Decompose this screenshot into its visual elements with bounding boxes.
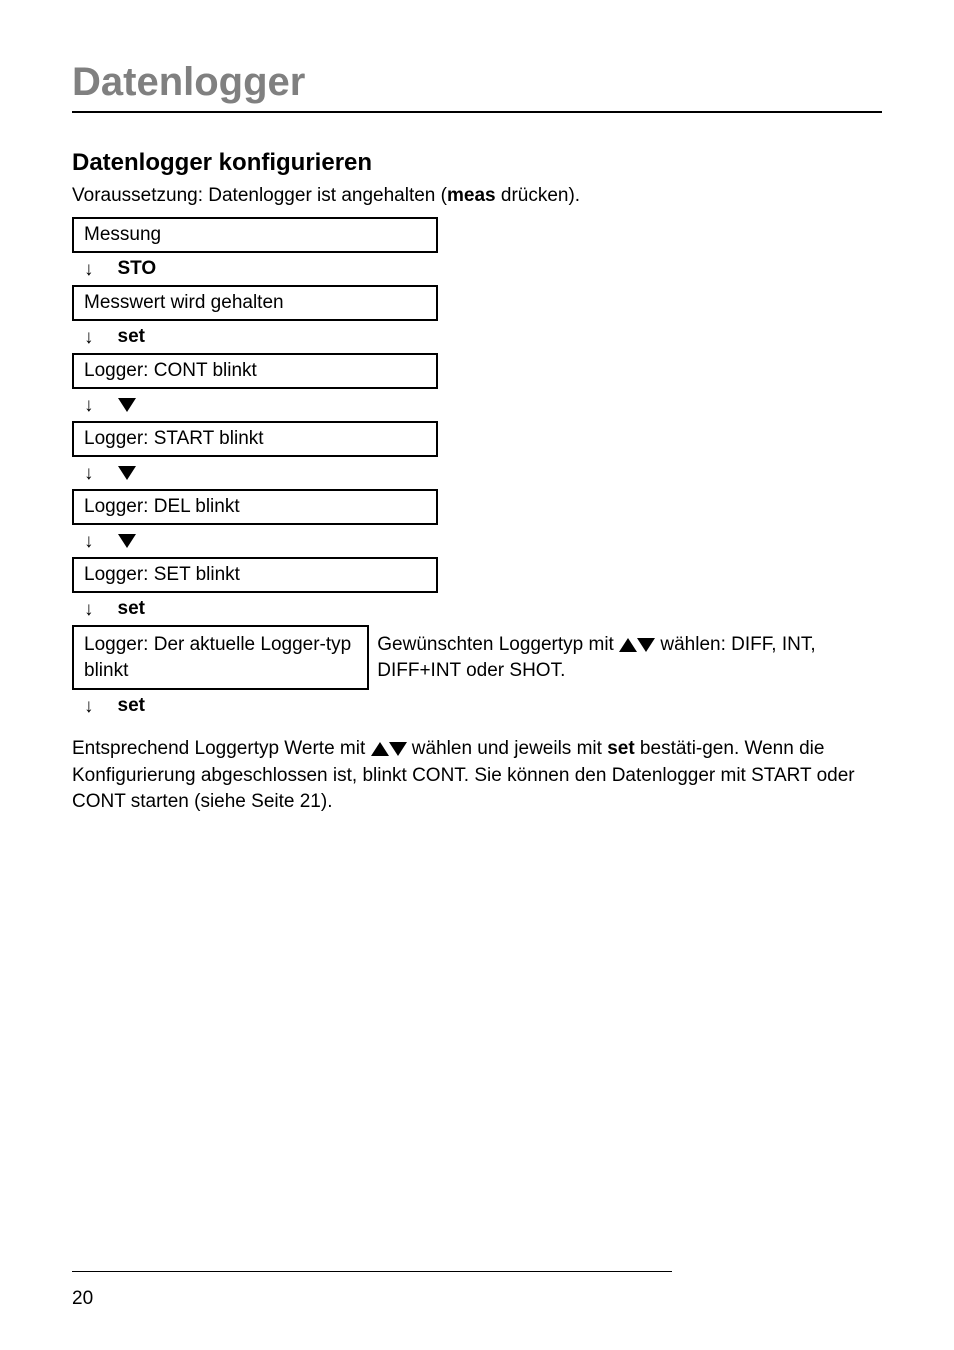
triangle-down-icon (118, 534, 136, 548)
title-rule (72, 111, 882, 113)
arrow-6-label: set (118, 598, 145, 620)
triangle-down-icon (118, 466, 136, 480)
para-set: set (607, 738, 634, 759)
down-arrow-icon: ↓ (84, 697, 94, 716)
flow-box-5: Logger: DEL blinkt (72, 489, 438, 525)
page-number: 20 (72, 1288, 93, 1310)
section-heading: Datenlogger konfigurieren (72, 149, 882, 177)
triangle-down-icon (389, 742, 407, 756)
arrow-row-2: ↓ set (72, 321, 882, 353)
triangle-up-icon (619, 638, 637, 652)
down-arrow-icon: ↓ (84, 600, 94, 619)
flow-box-7-side: Gewünschten Loggertyp mit wählen: DIFF, … (369, 625, 882, 690)
flow-box-4: Logger: START blinkt (72, 421, 438, 457)
down-arrow-icon: ↓ (84, 396, 94, 415)
flow-box-6-row: Logger: SET blinkt (72, 557, 882, 593)
arrow-row-7: ↓ set (72, 690, 882, 722)
arrow-2-label: set (118, 326, 145, 348)
triangle-down-icon (637, 638, 655, 652)
flow-box-6: Logger: SET blinkt (72, 557, 438, 593)
intro-post: drücken). (496, 185, 580, 206)
down-arrow-icon: ↓ (84, 328, 94, 347)
flow-box-7-row: Logger: Der aktuelle Logger-typ blinkt G… (72, 625, 882, 690)
flow-box-1-row: Messung (72, 217, 882, 253)
flow-box-4-row: Logger: START blinkt (72, 421, 882, 457)
arrow-1-label: STO (118, 258, 157, 280)
arrow-row-4: ↓ (72, 457, 882, 489)
flow-box-3: Logger: CONT blinkt (72, 353, 438, 389)
triangle-down-icon (118, 398, 136, 412)
arrow-row-3: ↓ (72, 389, 882, 421)
flow-box-2-row: Messwert wird gehalten (72, 285, 882, 321)
page-title: Datenlogger (72, 60, 882, 105)
para-pre: Entsprechend Loggertyp Werte mit (72, 738, 371, 759)
flow-box-2: Messwert wird gehalten (72, 285, 438, 321)
intro-pre: Voraussetzung: Datenlogger ist angehalte… (72, 185, 447, 206)
triangle-up-icon (371, 742, 389, 756)
down-arrow-icon: ↓ (84, 532, 94, 551)
arrow-row-5: ↓ (72, 525, 882, 557)
para-mid1: wählen und jeweils mit (407, 738, 608, 759)
flow-box-7: Logger: Der aktuelle Logger-typ blinkt (72, 625, 369, 690)
arrow-row-1: ↓ STO (72, 253, 882, 285)
flow-box-3-row: Logger: CONT blinkt (72, 353, 882, 389)
side7-pre: Gewünschten Loggertyp mit (377, 634, 619, 655)
down-arrow-icon: ↓ (84, 464, 94, 483)
footer-rule (72, 1271, 672, 1272)
intro-bold: meas (447, 185, 496, 206)
flow-box-5-row: Logger: DEL blinkt (72, 489, 882, 525)
intro-text: Voraussetzung: Datenlogger ist angehalte… (72, 185, 882, 207)
flow-box-1: Messung (72, 217, 438, 253)
flowchart: Messung ↓ STO Messwert wird gehalten ↓ s… (72, 217, 882, 722)
body-paragraph: Entsprechend Loggertyp Werte mit wählen … (72, 736, 882, 816)
arrow-row-6: ↓ set (72, 593, 882, 625)
down-arrow-icon: ↓ (84, 260, 94, 279)
arrow-7-label: set (118, 695, 145, 717)
